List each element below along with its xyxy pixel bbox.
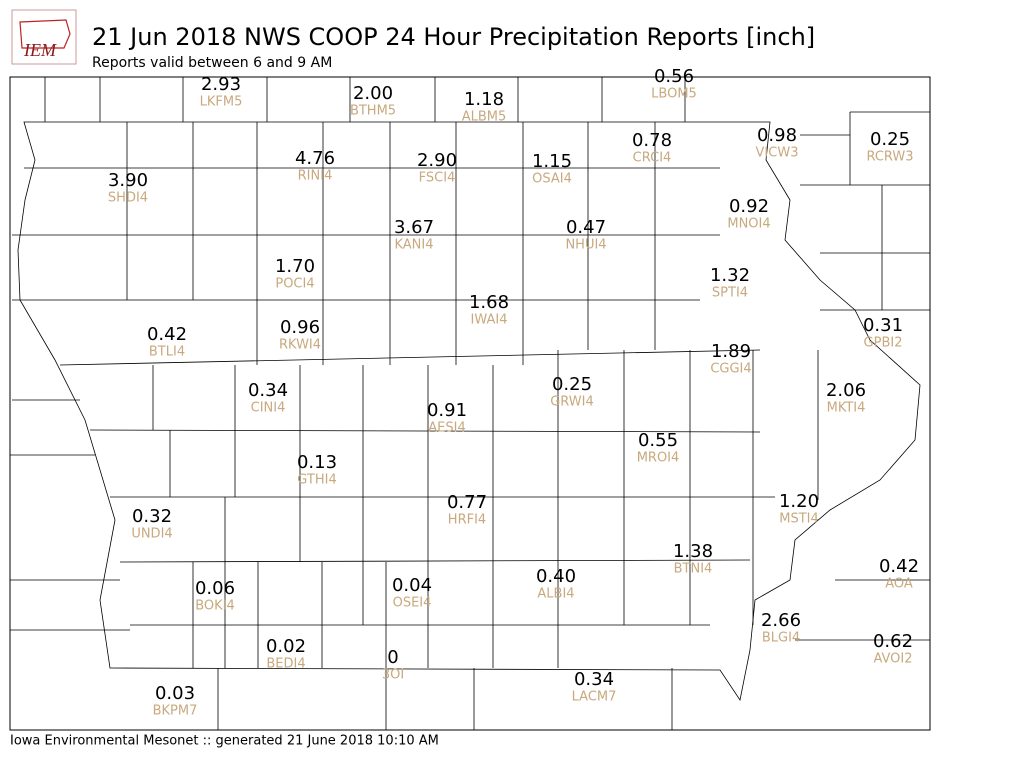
station-value: 0.04 <box>392 575 432 596</box>
logo-state <box>19 19 71 49</box>
station-value: 2.93 <box>201 74 241 95</box>
station-id: OSEI4 <box>393 596 432 611</box>
station-id: BOKI4 <box>195 599 235 614</box>
station-value: 0.55 <box>638 430 678 451</box>
station-value: 0.34 <box>574 669 614 690</box>
map-frame <box>9 76 931 731</box>
station-id: POCI4 <box>275 277 314 292</box>
station-value: 0.25 <box>552 374 592 395</box>
station-value: 0.13 <box>297 452 337 473</box>
station-id: VICW3 <box>756 146 799 161</box>
station-id: CGGI4 <box>710 362 751 377</box>
station-id: LKFM5 <box>200 95 243 110</box>
station-id: UNDI4 <box>131 527 172 542</box>
station-value: 0.78 <box>632 130 672 151</box>
station-value: 0.03 <box>155 683 195 704</box>
station-id: FSCI4 <box>419 171 456 186</box>
station-value: 4.76 <box>295 148 335 169</box>
station-id: LACM7 <box>572 690 617 705</box>
station-value: 0.56 <box>654 66 694 87</box>
station-id: BKPM7 <box>153 704 198 719</box>
station-id: SPTI4 <box>712 286 748 301</box>
station-id: ALBI4 <box>537 587 574 602</box>
logo-text: IEM <box>23 40 57 60</box>
station-id: BLGI4 <box>762 631 800 646</box>
map <box>9 76 931 731</box>
station-id: BTHM5 <box>350 104 396 119</box>
station-id: MNOI4 <box>727 217 770 232</box>
station-id: MSTI4 <box>779 512 819 527</box>
station-id: KANI4 <box>394 238 433 253</box>
station-id: RKWI4 <box>279 338 321 353</box>
station-value: 0.47 <box>566 217 606 238</box>
station-value: 1.18 <box>464 89 504 110</box>
station-value: 3.90 <box>108 170 148 191</box>
station-id: AESI4 <box>428 421 465 436</box>
station-id: MROI4 <box>637 451 680 466</box>
station-value: 2.06 <box>826 380 866 401</box>
station-value: 1.20 <box>779 491 819 512</box>
station-id: MKTI4 <box>827 401 866 416</box>
station-value: 2.90 <box>417 150 457 171</box>
station-value: 1.70 <box>275 256 315 277</box>
station-value: 1.15 <box>532 151 572 172</box>
station-id: AVOI2 <box>873 652 912 667</box>
station-value: 0.42 <box>879 556 919 577</box>
station-id: RCRW3 <box>866 150 913 165</box>
station-value: 0.25 <box>870 129 910 150</box>
station-id: RINI4 <box>298 169 333 184</box>
station-value: 0.77 <box>447 492 487 513</box>
station-value: 0 <box>387 647 398 668</box>
station-id: CRCI4 <box>633 151 672 166</box>
station-id: BEDI4 <box>266 657 305 672</box>
station-value: 0.92 <box>729 196 769 217</box>
station-id: 3OI <box>382 668 404 683</box>
station-value: 0.96 <box>280 317 320 338</box>
station-id: AOA <box>885 577 913 592</box>
station-id: NHUI4 <box>565 238 606 253</box>
state-border <box>17 121 921 702</box>
station-id: CINI4 <box>251 401 286 416</box>
station-value: 2.66 <box>761 610 801 631</box>
station-value: 1.68 <box>469 292 509 313</box>
station-value: 0.32 <box>132 506 172 527</box>
station-value: 0.40 <box>536 566 576 587</box>
station-id: BTNI4 <box>674 562 713 577</box>
station-value: 0.91 <box>427 400 467 421</box>
station-value: 0.62 <box>873 631 913 652</box>
station-value: 1.32 <box>710 265 750 286</box>
station-value: 0.42 <box>147 324 187 345</box>
station-id: HRFI4 <box>448 513 486 528</box>
footer: Iowa Environmental Mesonet :: generated … <box>10 734 439 749</box>
station-id: LBOM5 <box>651 87 697 102</box>
station-id: ALBM5 <box>462 110 507 125</box>
logo: IEM <box>11 9 77 65</box>
station-value: 3.67 <box>394 217 434 238</box>
station-id: GRWI4 <box>550 395 594 410</box>
station-value: 1.38 <box>673 541 713 562</box>
subtitle: Reports valid between 6 and 9 AM <box>92 55 332 71</box>
title: 21 Jun 2018 NWS COOP 24 Hour Precipitati… <box>92 23 815 51</box>
station-id: GTHI4 <box>297 473 336 488</box>
station-id: GPBI2 <box>864 336 903 351</box>
station-id: IWAI4 <box>471 313 508 328</box>
station-value: 0.34 <box>248 380 288 401</box>
logo-frame <box>11 9 77 65</box>
station-id: SHDI4 <box>108 191 148 206</box>
station-id: OSAI4 <box>532 172 572 187</box>
station-value: 0.06 <box>195 578 235 599</box>
station-value: 0.98 <box>757 125 797 146</box>
station-value: 0.31 <box>863 315 903 336</box>
station-value: 1.89 <box>711 341 751 362</box>
station-value: 0.02 <box>266 636 306 657</box>
station-value: 2.00 <box>353 83 393 104</box>
station-id: BTLI4 <box>149 345 185 360</box>
